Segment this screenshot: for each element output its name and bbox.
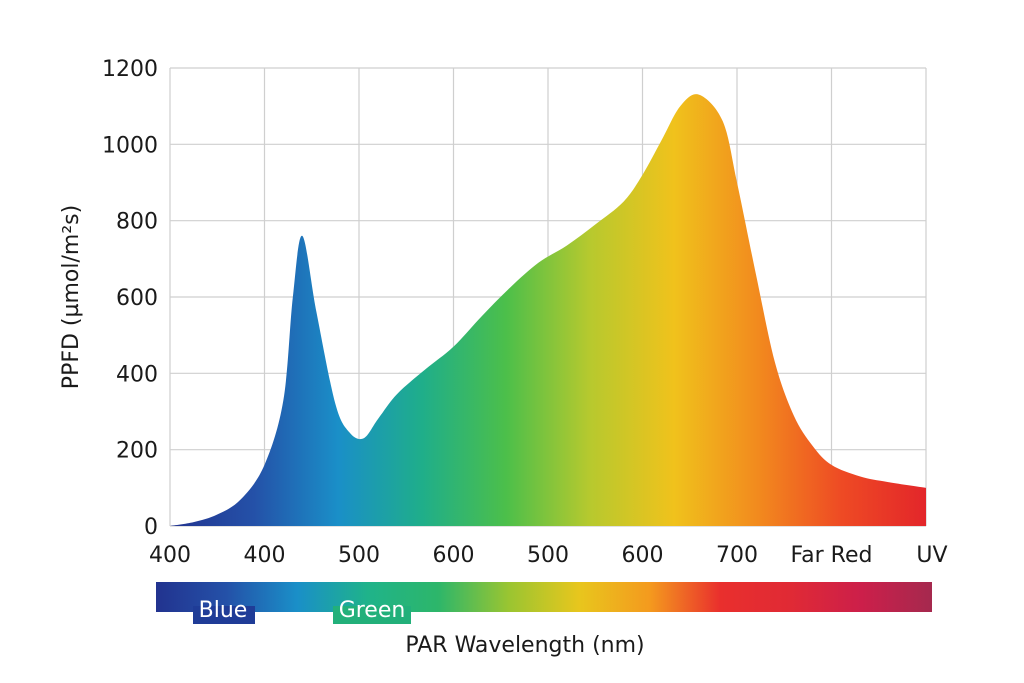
x-tick-label: 500 bbox=[527, 543, 569, 568]
y-tick-label: 200 bbox=[116, 439, 158, 464]
x-tick-label: 600 bbox=[433, 543, 475, 568]
x-tick-label: Far Red bbox=[791, 543, 873, 568]
x-tick-label: UV bbox=[916, 543, 947, 568]
green-band-tag bbox=[333, 606, 411, 624]
y-axis-title: PPFD (µmol/m²s) bbox=[59, 205, 84, 389]
blue-band-label: Blue bbox=[199, 598, 248, 623]
x-tick-label: 600 bbox=[622, 543, 664, 568]
blue-band-tag bbox=[193, 606, 255, 624]
spectrum-area bbox=[170, 94, 926, 526]
y-tick-label: 0 bbox=[144, 515, 158, 540]
y-axis-ticks: 0 200 400 600 800 1000 1200 bbox=[102, 57, 158, 540]
wavelength-color-band bbox=[156, 582, 932, 612]
y-tick-label: 1000 bbox=[102, 133, 158, 158]
x-tick-label: 500 bbox=[338, 543, 380, 568]
y-tick-label: 600 bbox=[116, 286, 158, 311]
x-axis-title: PAR Wavelength (nm) bbox=[405, 633, 644, 658]
x-axis-ticks: 400 400 500 600 500 600 700 Far Red UV bbox=[149, 543, 948, 568]
y-tick-label: 400 bbox=[116, 362, 158, 387]
y-tick-label: 1200 bbox=[102, 57, 158, 82]
x-tick-label: 700 bbox=[716, 543, 758, 568]
y-tick-label: 800 bbox=[116, 210, 158, 235]
x-tick-label: 400 bbox=[149, 543, 191, 568]
x-tick-label: 400 bbox=[244, 543, 286, 568]
green-band-label: Green bbox=[339, 598, 406, 623]
